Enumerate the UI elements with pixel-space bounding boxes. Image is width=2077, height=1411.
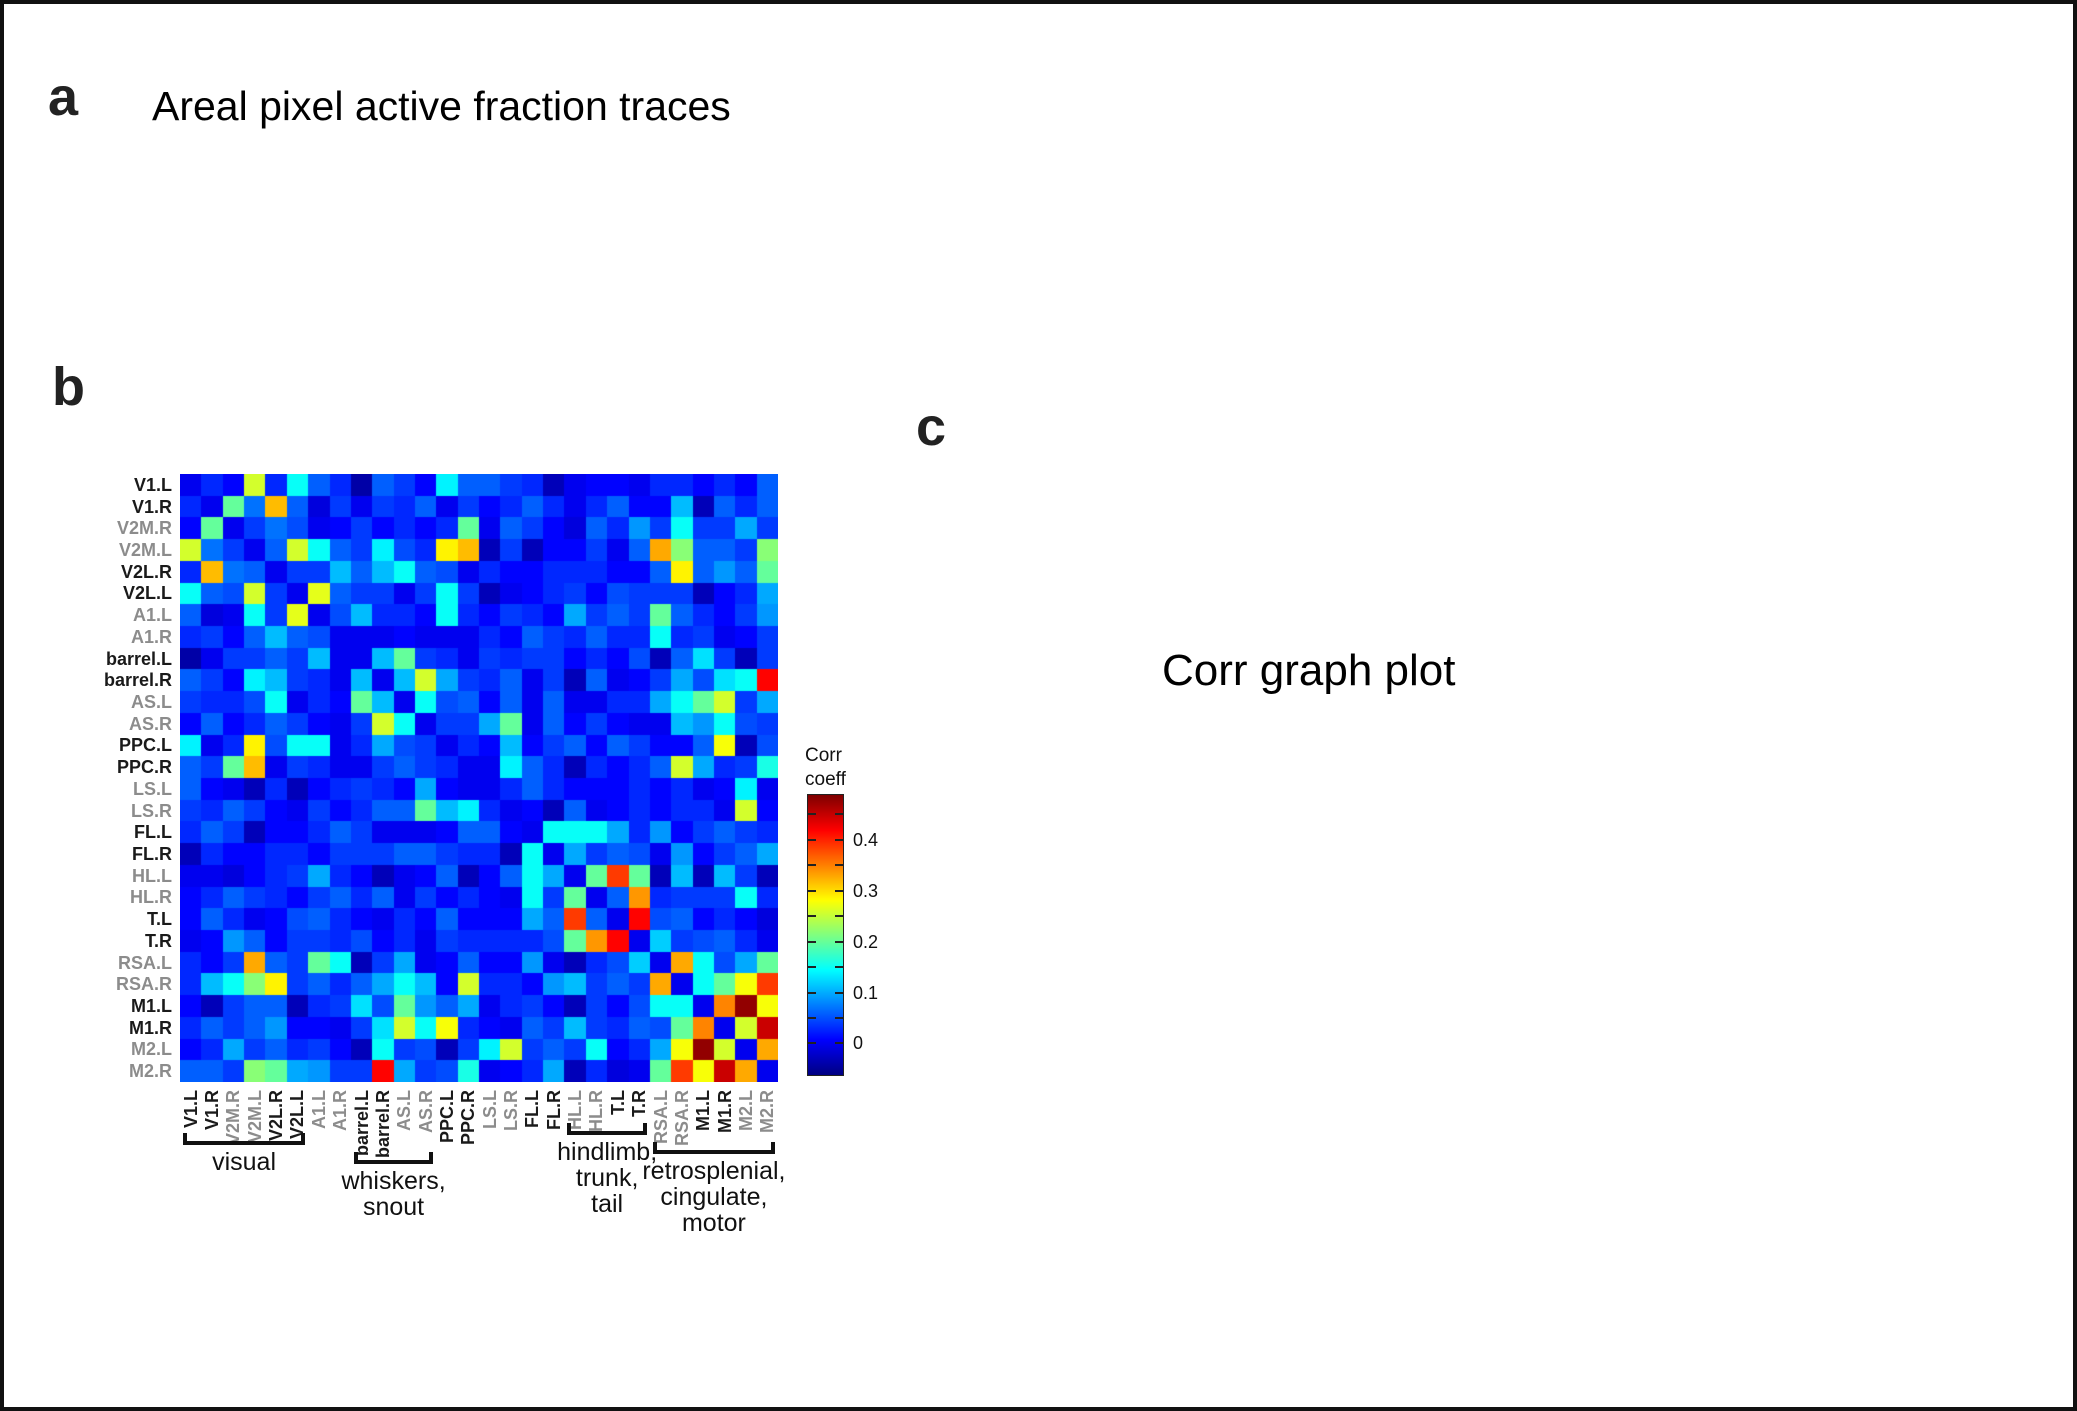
col-label-AS.L: AS.L xyxy=(394,1090,415,1132)
col-label-V2L.L: V2L.L xyxy=(287,1090,308,1140)
colorbar-tick xyxy=(835,889,843,892)
row-label-RSA.L: RSA.L xyxy=(118,952,172,973)
group-label-whiskers: whiskers, snout xyxy=(341,1167,446,1221)
colorbar-tick xyxy=(808,915,816,918)
col-label-PPC.L: PPC.L xyxy=(436,1090,457,1144)
col-label-LS.L: LS.L xyxy=(479,1090,500,1129)
colorbar-title: Corr coeff xyxy=(805,744,846,792)
row-label-V2M.L: V2M.L xyxy=(118,540,172,560)
col-label-M1.R: M1.R xyxy=(714,1090,735,1134)
colorbar-tick xyxy=(835,1042,843,1045)
colorbar-tick xyxy=(808,940,816,943)
colorbar-title-line1: Corr xyxy=(805,745,842,766)
col-label-A1.R: A1.R xyxy=(330,1090,351,1132)
col-label-AS.R: AS.R xyxy=(415,1090,436,1134)
col-label-barrel.R: barrel.R xyxy=(372,1090,393,1159)
colorbar-tick xyxy=(835,813,843,816)
colorbar-gradient xyxy=(807,794,844,1076)
colorbar-tick xyxy=(808,1042,816,1045)
col-label-V1.L: V1.L xyxy=(180,1090,201,1129)
colorbar-tick xyxy=(835,966,843,969)
col-label-LS.R: LS.R xyxy=(501,1090,522,1132)
row-label-M1.R: M1.R xyxy=(128,1017,172,1038)
colorbar-tick xyxy=(835,991,843,994)
colorbar-tick xyxy=(808,864,816,867)
col-label-M1.L: M1.L xyxy=(693,1090,714,1132)
row-label-A1.R: A1.R xyxy=(130,626,172,647)
colorbar-tick xyxy=(835,1017,843,1019)
col-label-RSA.R: RSA.R xyxy=(671,1090,692,1147)
row-label-M1.L: M1.L xyxy=(130,996,172,1016)
colorbar-tick-label-0.3: 0.3 xyxy=(853,880,879,901)
row-label-A1.L: A1.L xyxy=(132,605,172,626)
row-label-T.L: T.L xyxy=(147,909,172,930)
row-label-RSA.R: RSA.R xyxy=(115,974,172,995)
panel-c-letter: c xyxy=(916,397,947,457)
col-label-V1.R: V1.R xyxy=(202,1090,223,1131)
row-label-barrel.L: barrel.L xyxy=(105,648,172,669)
colorbar-tick xyxy=(808,1017,816,1019)
row-label-AS.L: AS.L xyxy=(130,692,172,712)
row-label-FL.L: FL.L xyxy=(134,822,172,843)
col-label-T.L: T.L xyxy=(607,1090,628,1115)
group-label-retrosplenial: retrosplenial, cingulate, motor xyxy=(642,1157,786,1237)
panel-a-title: Areal pixel active fraction traces xyxy=(152,83,731,129)
row-label-barrel.R: barrel.R xyxy=(103,670,172,691)
col-label-M2.L: M2.L xyxy=(735,1090,756,1132)
group-bracket-retrosplenial xyxy=(652,1142,775,1154)
row-label-PPC.R: PPC.R xyxy=(116,757,172,778)
group-bracket-whiskers xyxy=(353,1152,434,1164)
colorbar-tick xyxy=(808,966,816,969)
panel-a-letter: a xyxy=(48,67,79,127)
col-label-PPC.R: PPC.R xyxy=(458,1090,479,1146)
row-label-FL.R: FL.R xyxy=(132,844,172,864)
colorbar-tick xyxy=(808,838,816,841)
panel-c-placeholder-text: Corr graph plot xyxy=(1162,646,1456,695)
row-label-LS.R: LS.R xyxy=(130,800,172,821)
colorbar-tick xyxy=(808,813,816,816)
col-label-T.R: T.R xyxy=(629,1090,650,1117)
colorbar-tick xyxy=(835,915,843,918)
col-label-M2.R: M2.R xyxy=(757,1090,778,1134)
col-label-FL.L: FL.L xyxy=(522,1090,543,1128)
row-label-T.R: T.R xyxy=(145,930,172,951)
corr-matrix-heatmap xyxy=(180,474,778,1082)
group-bracket-hindlimb xyxy=(567,1123,647,1135)
row-label-M2.R: M2.R xyxy=(128,1061,172,1082)
colorbar-tick-label-0: 0 xyxy=(853,1033,864,1054)
colorbar-tick xyxy=(808,889,816,892)
col-label-FL.R: FL.R xyxy=(543,1090,564,1130)
col-label-barrel.L: barrel.L xyxy=(351,1090,372,1157)
colorbar-tick xyxy=(835,940,843,943)
row-label-PPC.L: PPC.L xyxy=(118,735,172,756)
panel-b-letter: b xyxy=(52,357,85,417)
row-label-LS.L: LS.L xyxy=(133,778,172,799)
row-label-HL.L: HL.L xyxy=(132,865,172,886)
col-label-RSA.L: RSA.L xyxy=(650,1090,671,1144)
group-label-hindlimb: hindlimb, trunk, tail xyxy=(557,1138,658,1218)
row-label-V2L.L: V2L.L xyxy=(122,583,172,604)
colorbar-tick-label-0.1: 0.1 xyxy=(853,982,879,1003)
colorbar-title-line2: coeff xyxy=(805,769,846,790)
colorbar-tick xyxy=(835,864,843,867)
row-label-V1.L: V1.L xyxy=(133,474,172,495)
colorbar-tick-label-0.2: 0.2 xyxy=(853,931,879,952)
colorbar-tick xyxy=(835,838,843,841)
colorbar-tick xyxy=(808,991,816,994)
row-label-V2L.R: V2L.R xyxy=(120,561,172,582)
row-label-AS.R: AS.R xyxy=(128,713,172,734)
row-label-V1.R: V1.R xyxy=(131,496,172,517)
row-label-V2M.R: V2M.R xyxy=(116,518,172,539)
row-label-HL.R: HL.R xyxy=(130,887,172,908)
col-label-A1.L: A1.L xyxy=(308,1090,329,1130)
group-label-visual: visual xyxy=(212,1148,277,1176)
colorbar-tick-label-0.4: 0.4 xyxy=(853,829,879,850)
row-label-M2.L: M2.L xyxy=(130,1039,172,1060)
group-bracket-visual xyxy=(183,1133,306,1145)
